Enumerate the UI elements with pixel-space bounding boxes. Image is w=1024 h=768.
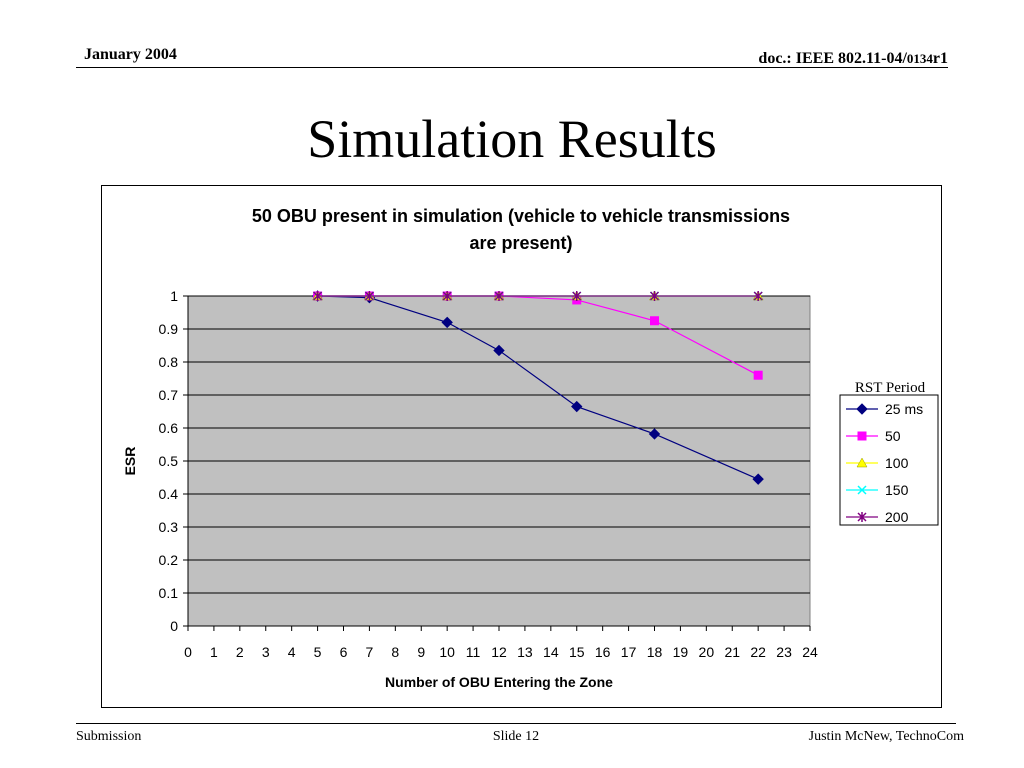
x-tick-label: 24	[802, 644, 818, 660]
x-tick-label: 11	[466, 644, 481, 660]
y-axis-label: ESR	[122, 447, 138, 476]
y-tick-label: 1	[170, 288, 178, 304]
data-point-series-4	[572, 291, 582, 301]
x-tick-label: 5	[314, 644, 322, 660]
footer-slide-number: Slide 12	[492, 729, 540, 744]
doc-number: 0134	[906, 51, 933, 66]
data-point-series-4	[649, 291, 660, 301]
footer-author: Justin McNew, TechnoCom	[808, 729, 964, 744]
doc-prefix: doc.: IEEE 802.11-04/	[758, 50, 907, 67]
data-point-series-0	[441, 316, 453, 329]
esr-line-chart: 50 OBU present in simulation (vehicle to…	[122, 206, 939, 690]
y-tick-label: 0.8	[159, 354, 179, 370]
y-tick-label: 0	[170, 618, 178, 634]
chart-title-line: 50 OBU present in simulation (vehicle to…	[252, 206, 790, 226]
y-tick-label: 0.6	[159, 420, 179, 436]
footer-divider	[76, 723, 956, 724]
doc-suffix: r1	[932, 50, 948, 67]
x-tick-label: 6	[340, 644, 348, 660]
x-tick-label: 18	[647, 644, 663, 660]
legend-label: 150	[885, 482, 909, 498]
x-axis-label: Number of OBU Entering the Zone	[385, 674, 613, 690]
y-tick-label: 0.2	[159, 552, 179, 568]
x-tick-label: 0	[184, 644, 192, 660]
legend-marker	[857, 512, 867, 522]
legend-label: 200	[885, 509, 909, 525]
y-tick-label: 0.4	[159, 486, 179, 502]
legend-label: 100	[885, 455, 909, 471]
x-tick-label: 10	[439, 644, 455, 660]
y-tick-label: 0.5	[159, 453, 179, 469]
legend-marker	[857, 431, 867, 441]
legend-title: RST Period	[855, 380, 926, 396]
x-tick-label: 22	[750, 644, 766, 660]
footer-submission: Submission	[76, 729, 142, 744]
y-tick-label: 0.9	[159, 321, 179, 337]
chart-container: 50 OBU present in simulation (vehicle to…	[101, 185, 942, 708]
x-tick-label: 21	[724, 644, 740, 660]
y-tick-label: 0.1	[159, 585, 179, 601]
data-point-series-0	[648, 428, 661, 440]
x-tick-label: 17	[621, 644, 637, 660]
data-point-series-4	[313, 291, 323, 301]
chart-title-line: are present)	[469, 233, 572, 253]
x-tick-label: 8	[391, 644, 399, 660]
x-tick-label: 1	[210, 644, 218, 660]
x-tick-label: 4	[288, 644, 296, 660]
legend-marker	[856, 403, 868, 415]
x-tick-label: 23	[776, 644, 792, 660]
header-date: January 2004	[84, 46, 177, 63]
y-tick-label: 0.7	[159, 387, 179, 403]
data-point-series-0	[493, 344, 505, 357]
data-point-series-4	[442, 291, 452, 301]
x-tick-label: 3	[262, 644, 270, 660]
header-doc-id: doc.: IEEE 802.11-04/0134r1	[758, 50, 948, 68]
x-tick-label: 2	[236, 644, 244, 660]
legend-marker	[856, 457, 868, 468]
x-tick-label: 7	[366, 644, 374, 660]
legend-box	[839, 394, 939, 526]
legend-marker	[857, 485, 867, 495]
data-point-series-4	[753, 291, 763, 301]
x-tick-label: 12	[491, 644, 507, 660]
x-tick-label: 20	[699, 644, 715, 660]
header-divider	[76, 67, 948, 68]
x-tick-label: 13	[517, 644, 533, 660]
x-tick-label: 14	[543, 644, 559, 660]
data-point-series-4	[494, 291, 504, 301]
legend-label: 50	[885, 428, 901, 444]
data-point-series-1	[650, 316, 659, 326]
x-tick-label: 19	[673, 644, 689, 660]
legend-label: 25 ms	[885, 401, 923, 417]
x-tick-label: 15	[569, 644, 585, 660]
y-tick-label: 0.3	[159, 519, 179, 535]
data-point-series-1	[753, 370, 763, 380]
x-tick-label: 9	[417, 644, 425, 660]
x-tick-label: 16	[595, 644, 611, 660]
data-point-series-0	[752, 473, 764, 485]
data-point-series-4	[364, 291, 374, 301]
data-point-series-0	[571, 400, 583, 413]
slide-title: Simulation Results	[307, 109, 717, 169]
